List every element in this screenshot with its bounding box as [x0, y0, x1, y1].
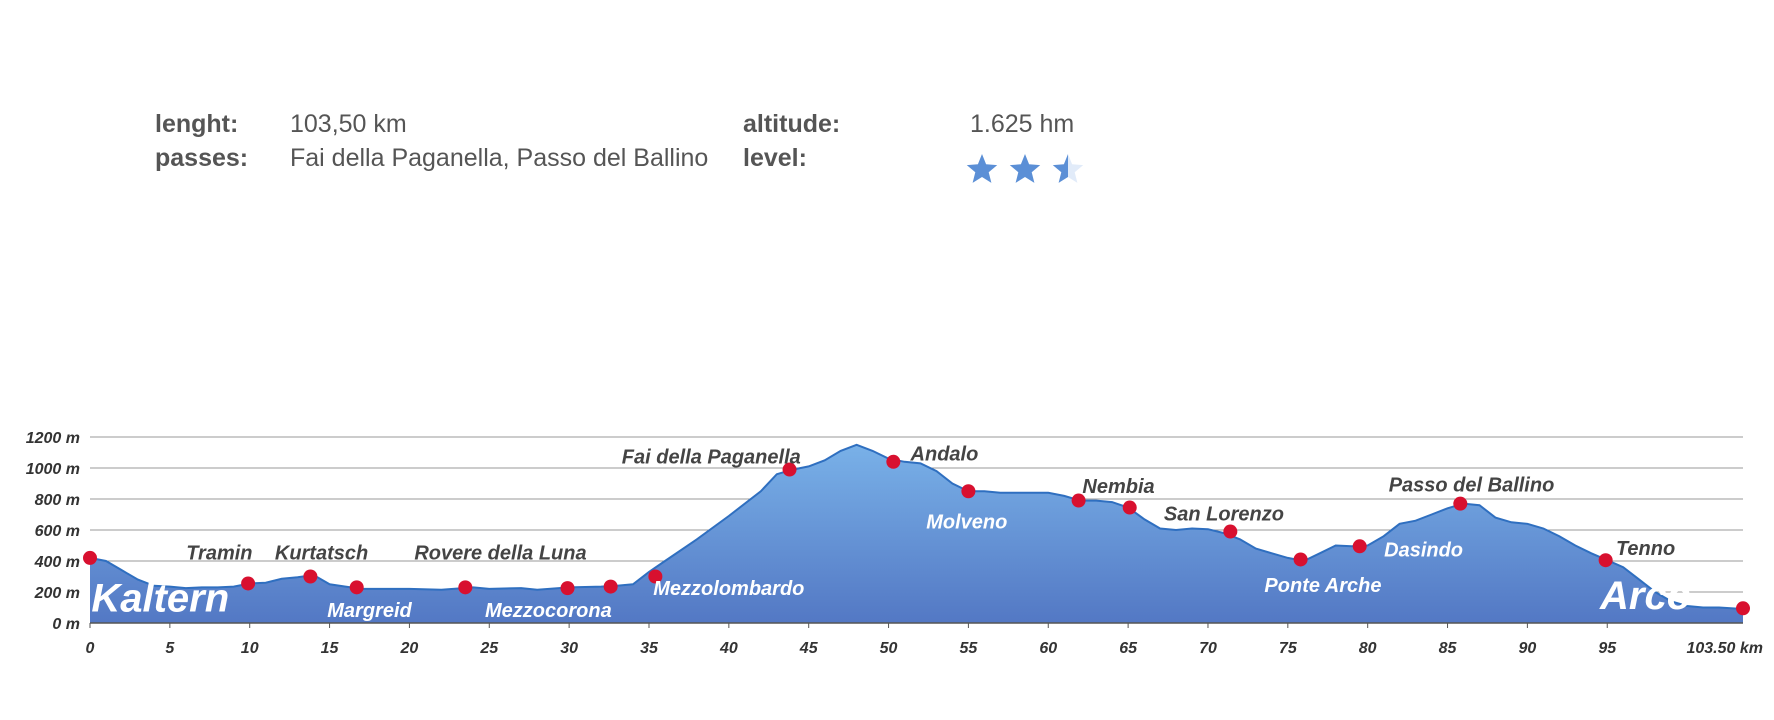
y-axis-labels: 0 m 200 m 400 m 600 m 800 m 1000 m 1200 m — [26, 430, 80, 633]
stop-marker — [241, 576, 256, 591]
x-tick-label: 95 — [1598, 640, 1617, 657]
place-label: Mezzocorona — [485, 600, 612, 622]
stop-marker — [603, 579, 618, 594]
x-tick-label: 20 — [400, 640, 419, 657]
x-tick-label: 25 — [479, 640, 499, 657]
x-tick-label: 50 — [880, 640, 898, 657]
place-label: Molveno — [926, 511, 1007, 533]
place-label: Andalo — [910, 443, 979, 465]
y-tick-label: 0 m — [52, 616, 80, 633]
y-tick-label: 1000 m — [26, 461, 80, 478]
x-tick-label: 30 — [560, 640, 578, 657]
stop-marker — [1122, 500, 1137, 515]
altitude-label: altitude: — [743, 110, 841, 138]
place-label: Tenno — [1616, 538, 1675, 560]
star-icon — [1052, 154, 1084, 183]
x-tick-label: 10 — [241, 640, 259, 657]
y-tick-label: 200 m — [34, 585, 80, 602]
length-label: lenght: — [155, 110, 239, 138]
stop-marker — [1736, 601, 1750, 616]
elevation-line — [89, 443, 1744, 610]
stop-marker — [1293, 552, 1308, 567]
place-label: Mezzolombardo — [653, 578, 804, 600]
x-tick-label: 45 — [799, 640, 819, 657]
altitude-value: 1.625 hm — [970, 110, 1075, 138]
place-label: Margreid — [327, 600, 412, 622]
y-tick-label: 800 m — [35, 492, 80, 509]
stop-marker — [782, 462, 797, 477]
place-label: Rovere della Luna — [414, 542, 586, 564]
x-tick-label: 65 — [1119, 640, 1138, 657]
elevation-area — [90, 444, 1743, 623]
y-tick-label: 400 m — [34, 554, 80, 571]
stop-marker — [1223, 524, 1238, 539]
difficulty-stars — [966, 154, 1084, 183]
stop-markers — [83, 454, 1750, 616]
stop-marker — [1453, 496, 1468, 511]
place-label: Kaltern — [91, 576, 229, 620]
passes-label: passes: — [155, 144, 249, 172]
stop-marker — [648, 569, 663, 584]
level-label: level: — [743, 144, 807, 172]
length-value: 103,50 km — [290, 110, 407, 138]
place-label: Tramin — [186, 542, 252, 564]
stop-marker — [961, 484, 976, 499]
place-label: Nembia — [1082, 476, 1154, 498]
place-label: Kurtatsch — [275, 542, 368, 564]
x-tick-label: 55 — [960, 640, 979, 657]
place-label: Ponte Arche — [1264, 575, 1381, 597]
stop-marker — [349, 580, 364, 595]
x-tick-label: 0 — [86, 640, 95, 657]
x-tick-label: 15 — [321, 640, 340, 657]
star-icon — [1009, 154, 1041, 183]
stop-marker — [560, 581, 575, 596]
stop-marker — [1071, 493, 1086, 508]
stop-marker — [458, 580, 473, 595]
stop-marker — [886, 454, 901, 469]
x-tick-label: 80 — [1359, 640, 1377, 657]
x-tick-label: 75 — [1279, 640, 1298, 657]
x-tick-label: 90 — [1518, 640, 1536, 657]
x-tick-label: 40 — [719, 640, 738, 657]
stop-marker — [303, 569, 318, 584]
x-tick-label: 5 — [165, 640, 175, 657]
place-label: Arco — [1599, 574, 1691, 618]
place-label: Dasindo — [1384, 539, 1463, 561]
x-tick-label: 103.50 km — [1686, 640, 1763, 657]
y-tick-label: 600 m — [35, 523, 80, 540]
stop-marker — [1352, 539, 1367, 554]
stop-marker — [83, 550, 97, 565]
x-tick-label: 35 — [640, 640, 659, 657]
place-label: San Lorenzo — [1164, 504, 1284, 526]
place-label: Passo del Ballino — [1389, 474, 1555, 496]
x-tick-label: 70 — [1199, 640, 1217, 657]
y-tick-label: 1200 m — [26, 430, 80, 447]
place-label: Fai della Paganella — [622, 446, 801, 468]
place-labels: Kaltern Tramin Kurtatsch Margreid Rovere del… — [91, 443, 1691, 622]
passes-value: Fai della Paganella, Passo del Ballino — [290, 144, 709, 172]
x-tick-label: 85 — [1439, 640, 1458, 657]
x-axis-labels: 0 5 10 15 20 25 30 35 40 45 50 55 60 65 70 75 80 85 90 95 10… — [86, 623, 1763, 657]
star-icon — [966, 154, 998, 183]
stop-marker — [1598, 553, 1613, 568]
x-tick-label: 60 — [1039, 640, 1057, 657]
